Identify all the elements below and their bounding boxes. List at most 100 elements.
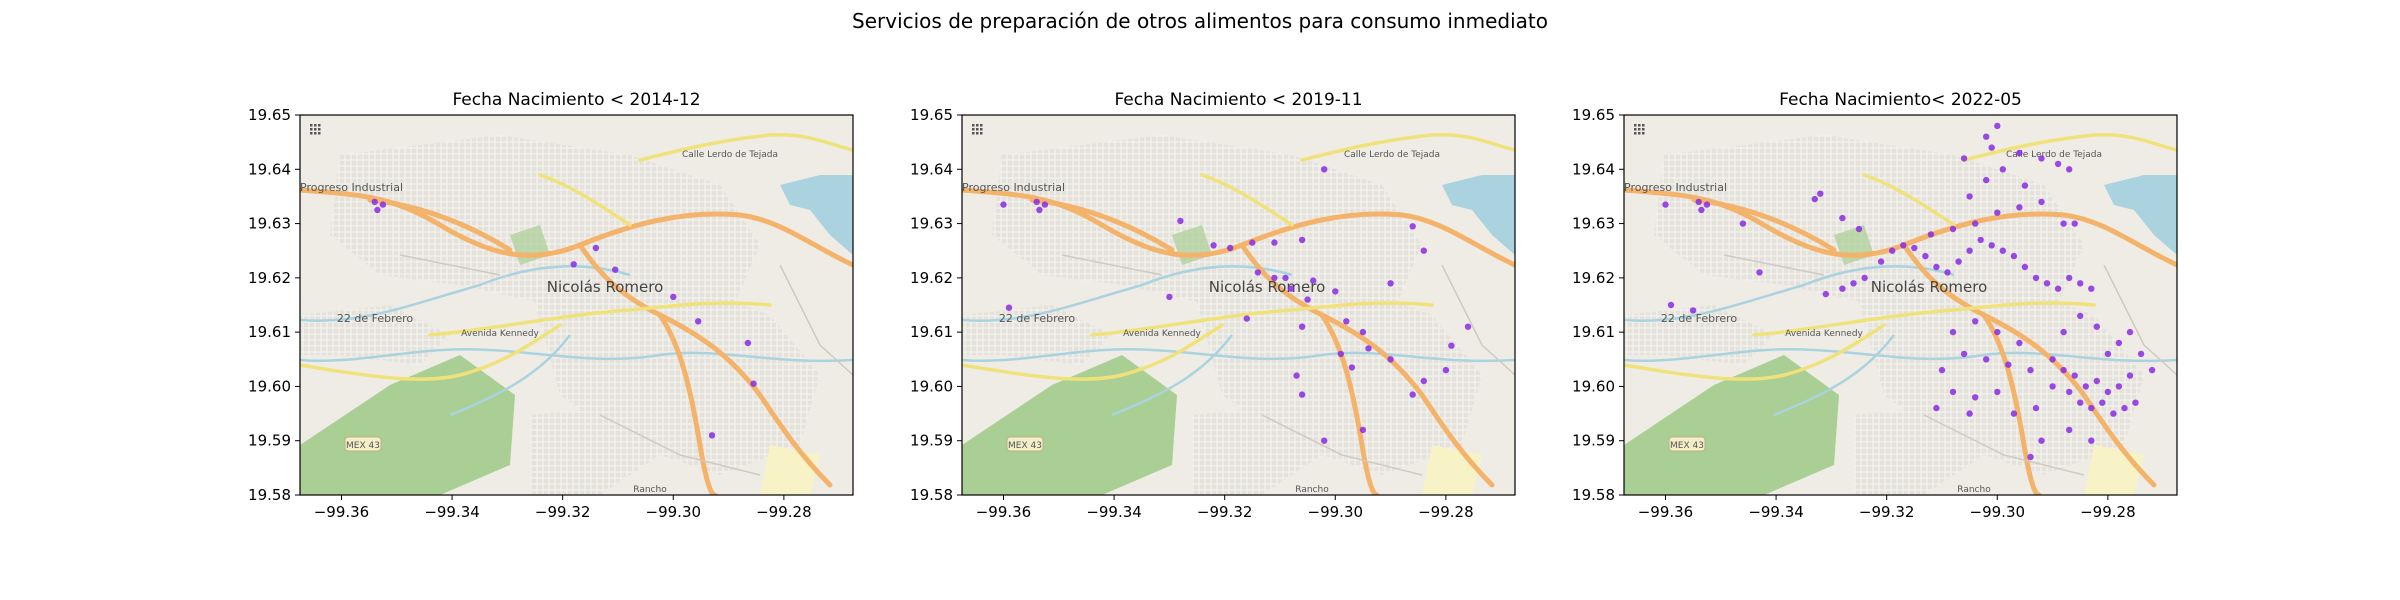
data-point bbox=[374, 206, 381, 214]
x-tick-label: −99.28 bbox=[1418, 503, 1474, 521]
data-point bbox=[2115, 383, 2123, 390]
y-tick-label: 19.64 bbox=[910, 160, 953, 178]
map-label-calle: Calle Lerdo de Tejada bbox=[2006, 150, 2102, 160]
map-label-febrero: 22 de Febrero bbox=[999, 312, 1076, 325]
data-point bbox=[2093, 323, 2100, 330]
highway bbox=[1029, 197, 1175, 253]
data-point bbox=[2038, 198, 2045, 206]
urban-area bbox=[1854, 405, 1984, 495]
data-point bbox=[1972, 394, 1979, 401]
map-label-avenida: Avenida Kennedy bbox=[461, 329, 539, 339]
river bbox=[962, 347, 1515, 363]
data-point bbox=[1036, 206, 1043, 214]
data-point bbox=[2021, 182, 2029, 189]
y-tick-label: 19.58 bbox=[910, 486, 953, 504]
x-tick-label: −99.32 bbox=[1197, 503, 1253, 521]
x-tick-label: −99.32 bbox=[1859, 503, 1915, 521]
data-point bbox=[2032, 274, 2040, 282]
data-point bbox=[1933, 404, 1940, 412]
data-point bbox=[1448, 342, 1455, 349]
urban-area bbox=[1192, 405, 1322, 495]
river bbox=[449, 334, 571, 417]
data-point bbox=[2066, 388, 2073, 396]
plot-title: Fecha Nacimiento< 2022-05 bbox=[1779, 90, 2022, 110]
data-point bbox=[371, 198, 378, 206]
data-point bbox=[1332, 288, 1339, 295]
data-point bbox=[1861, 274, 1868, 282]
minor-road bbox=[1441, 264, 1515, 376]
y-tick-label: 19.61 bbox=[910, 323, 953, 341]
axes-frame bbox=[299, 114, 854, 496]
map-label-mex43: MEX 43 bbox=[1008, 441, 1042, 451]
data-point bbox=[570, 261, 577, 268]
data-point bbox=[1988, 242, 1995, 249]
data-point bbox=[1960, 155, 1968, 162]
data-point bbox=[1420, 247, 1428, 254]
data-point bbox=[2016, 149, 2023, 157]
panel-2019-11: Fecha Nacimiento < 2019-11 Progreso Indus… bbox=[910, 90, 1516, 521]
trunk-road bbox=[1962, 133, 2177, 162]
mex43-shield bbox=[1668, 436, 1706, 452]
river bbox=[1624, 347, 2177, 363]
urban-area bbox=[530, 405, 660, 495]
data-point bbox=[1944, 269, 1951, 276]
data-point bbox=[2104, 350, 2112, 358]
map-label-avenida: Avenida Kennedy bbox=[1785, 329, 1863, 339]
data-point bbox=[2010, 410, 2018, 417]
trunk-road bbox=[1752, 301, 2096, 337]
x-tick-label: −99.28 bbox=[756, 503, 812, 521]
data-point bbox=[1999, 247, 2007, 254]
data-point bbox=[1756, 269, 1763, 276]
data-point bbox=[1966, 410, 1973, 417]
y-tick-label: 19.63 bbox=[248, 215, 291, 233]
map-label-calle: Calle Lerdo de Tejada bbox=[682, 150, 778, 160]
data-point bbox=[1877, 258, 1885, 265]
plot-title: Fecha Nacimiento < 2019-11 bbox=[1114, 90, 1362, 110]
map-label-rancho: Rancho bbox=[1957, 485, 1991, 495]
data-point bbox=[2077, 280, 2084, 287]
data-point bbox=[1966, 193, 1973, 200]
data-point bbox=[1387, 280, 1394, 287]
highway bbox=[657, 312, 718, 495]
data-point bbox=[1337, 350, 1345, 358]
x-tick-label: −99.30 bbox=[1308, 503, 1364, 521]
data-point bbox=[1442, 366, 1450, 374]
data-point bbox=[1817, 190, 1824, 197]
river bbox=[1111, 334, 1233, 417]
data-point bbox=[1464, 323, 1472, 330]
data-point bbox=[2049, 356, 2056, 363]
highway bbox=[1319, 312, 1380, 495]
data-point bbox=[2115, 339, 2123, 347]
y-tick-label: 19.60 bbox=[910, 377, 953, 395]
park-area bbox=[1624, 355, 1839, 495]
y-tick-label: 19.59 bbox=[248, 432, 291, 450]
data-point bbox=[1900, 242, 1907, 249]
map-label-calle: Calle Lerdo de Tejada bbox=[1344, 150, 1440, 160]
data-point bbox=[1409, 391, 1416, 398]
x-tick-label: −99.30 bbox=[1970, 503, 2026, 521]
trunk-road bbox=[428, 301, 772, 337]
data-point bbox=[1977, 236, 1984, 244]
data-point bbox=[1922, 252, 1929, 260]
y-tick-label: 19.65 bbox=[1572, 106, 1615, 124]
data-point bbox=[2054, 160, 2062, 168]
map-label-avenida: Avenida Kennedy bbox=[1123, 329, 1201, 339]
data-point bbox=[1839, 214, 1846, 222]
data-point bbox=[2137, 350, 2145, 358]
data-point bbox=[1966, 247, 1973, 254]
minor-road bbox=[1061, 254, 1163, 276]
map-label-town: Nicolás Romero bbox=[1209, 278, 1326, 296]
data-point bbox=[379, 201, 387, 208]
highway bbox=[1981, 312, 2042, 495]
map-label-rancho: Rancho bbox=[1295, 485, 1329, 495]
data-point bbox=[1041, 201, 1049, 208]
map-label-febrero: 22 de Febrero bbox=[337, 312, 414, 325]
data-point bbox=[1177, 217, 1184, 225]
data-point bbox=[1005, 304, 1013, 311]
data-point bbox=[2148, 366, 2156, 374]
y-tick-label: 19.59 bbox=[910, 432, 953, 450]
data-point bbox=[1972, 220, 1979, 227]
trunk-road bbox=[300, 323, 562, 381]
data-point bbox=[1409, 223, 1416, 230]
highway bbox=[367, 197, 513, 253]
